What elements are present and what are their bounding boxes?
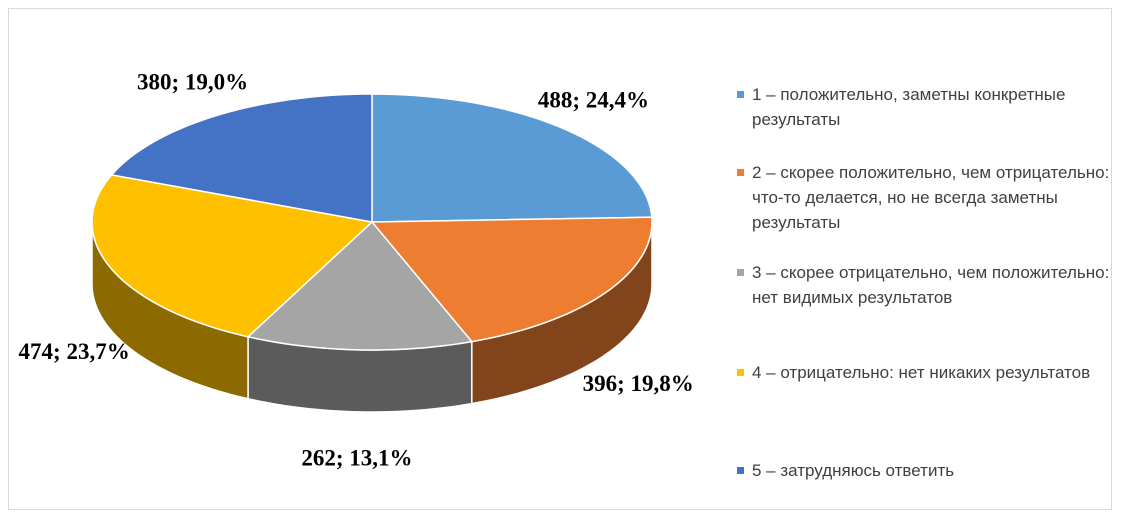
legend-label: 2 – скорее положительно, чем отрицательн…: [752, 163, 1110, 232]
slice: [91, 174, 374, 338]
legend-entry: 1 – положительно, заметны конкретные рез…: [737, 82, 1112, 132]
legend-entry: 2 – скорее положительно, чем отрицательн…: [737, 160, 1112, 235]
legend-label: 4 – отрицательно: нет никаких результато…: [752, 363, 1091, 382]
legend-swatch: [737, 467, 744, 474]
slice: [370, 216, 653, 343]
chart-frame: [8, 8, 1112, 510]
data-label: 262; 13,1%: [301, 445, 412, 470]
legend-swatch: [737, 269, 744, 276]
legend-entry: 5 – затрудняюсь ответить: [737, 458, 1112, 483]
legend-label: 3 – скорее отрицательно, чем положительн…: [752, 263, 1110, 307]
data-label: 380; 19,0%: [137, 70, 248, 95]
legend-swatch: [737, 369, 744, 376]
slice: [371, 93, 653, 223]
data-label: 488; 24,4%: [538, 87, 649, 112]
data-label: 474; 23,7%: [19, 339, 130, 364]
legend-swatch: [737, 169, 744, 176]
legend-swatch: [737, 91, 744, 98]
legend-label: 5 – затрудняюсь ответить: [752, 461, 955, 480]
slice: [110, 93, 373, 223]
data-label: 396; 19,8%: [583, 371, 694, 396]
legend-label: 1 – положительно, заметны конкретные рез…: [752, 85, 1066, 129]
legend-entry: 3 – скорее отрицательно, чем положительн…: [737, 260, 1112, 310]
legend-entry: 4 – отрицательно: нет никаких результато…: [737, 360, 1112, 385]
slice: [246, 220, 474, 351]
